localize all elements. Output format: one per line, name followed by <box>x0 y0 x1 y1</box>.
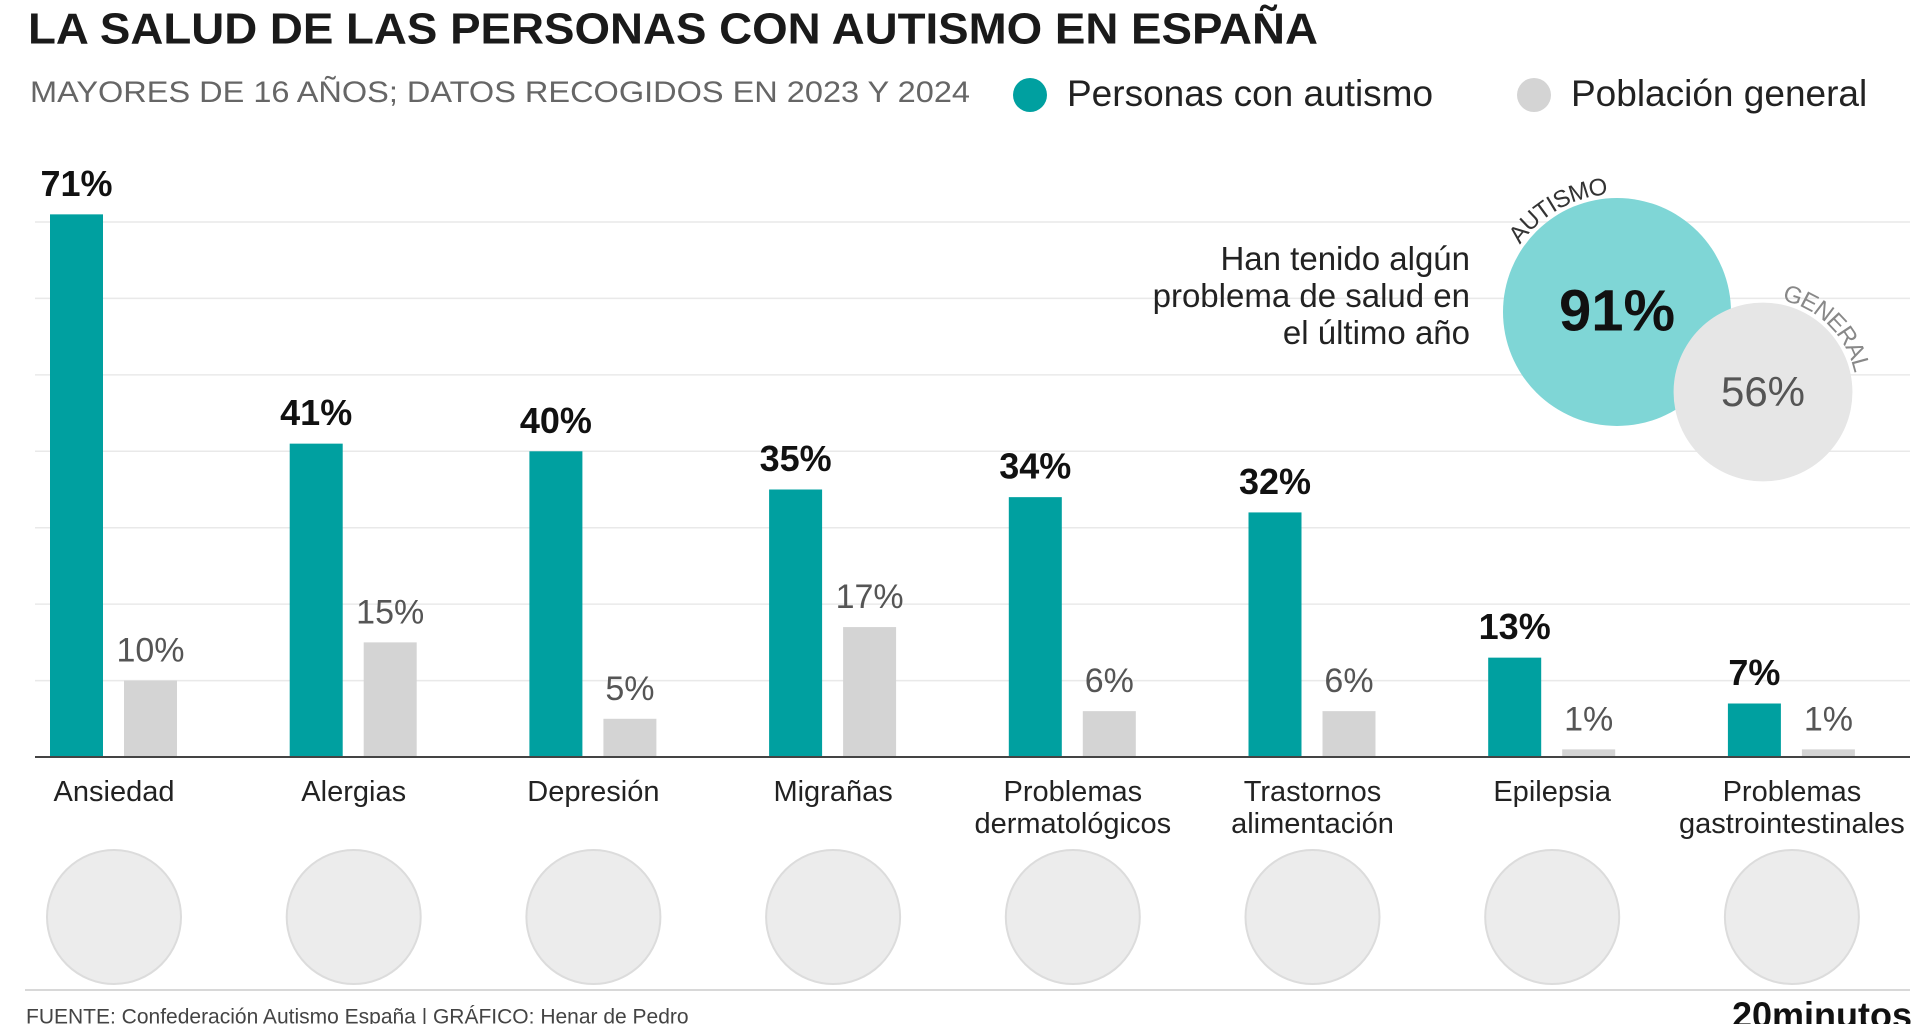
value-label-general: 1% <box>1564 700 1613 738</box>
bar <box>1322 711 1376 757</box>
x-tick-label: Trastornos alimentación <box>1231 776 1394 840</box>
bar <box>1727 703 1781 757</box>
chart-title: LA SALUD DE LAS PERSONAS CON AUTISMO EN … <box>28 4 1318 54</box>
photo <box>46 849 182 985</box>
inset-value-label: 56% <box>1721 368 1805 415</box>
x-tick-label: Problemas gastrointestinales <box>1679 776 1905 840</box>
value-label-general: 10% <box>116 632 184 670</box>
x-tick-label: Problemas dermatológicos <box>974 776 1172 840</box>
bar <box>124 680 177 757</box>
photo <box>1723 849 1860 985</box>
brand: 20minutos <box>1732 995 1912 1024</box>
legend-label: Población general <box>1571 73 1867 114</box>
photo <box>765 849 902 985</box>
inset-circle <box>1673 302 1853 482</box>
photo <box>525 849 662 985</box>
bar <box>289 443 343 757</box>
value-label-autism: 40% <box>520 400 592 441</box>
inset-value-label: 91% <box>1559 278 1675 343</box>
inset-circle <box>1503 198 1731 426</box>
bar <box>1488 657 1542 757</box>
value-label-general: 15% <box>356 593 424 631</box>
x-tick-label: Ansiedad <box>53 776 175 808</box>
legend-marker <box>1013 78 1047 112</box>
x-tick-label: Alergias <box>301 776 407 808</box>
bar <box>843 627 897 757</box>
value-label-autism: 71% <box>40 163 112 204</box>
source: FUENTE: Confederación Autismo España | G… <box>26 1006 689 1024</box>
value-label-autism: 7% <box>1728 652 1780 693</box>
bar <box>1008 497 1062 757</box>
value-label-autism: 34% <box>999 446 1071 487</box>
bar <box>769 489 823 757</box>
value-label-autism: 13% <box>1479 606 1551 647</box>
inset-text: Han tenido algún problema de salud en el… <box>1152 240 1470 351</box>
bar <box>1801 749 1855 757</box>
chart-subtitle: MAYORES DE 16 AÑOS; DATOS RECOGIDOS EN 2… <box>30 75 970 109</box>
x-tick-label: Migrañas <box>773 776 893 808</box>
bar <box>1248 512 1302 757</box>
bar <box>50 214 103 757</box>
bar <box>603 718 657 757</box>
bar <box>363 642 417 757</box>
bar <box>1562 749 1616 757</box>
x-tick-label: Depresión <box>527 776 660 808</box>
bar <box>529 451 583 757</box>
value-label-autism: 41% <box>280 392 352 433</box>
value-label-general: 1% <box>1804 700 1853 738</box>
legend-marker <box>1517 78 1551 112</box>
value-label-general: 6% <box>1324 662 1373 700</box>
legend-label: Personas con autismo <box>1067 73 1433 114</box>
photo <box>1244 849 1381 985</box>
value-label-general: 17% <box>836 578 904 616</box>
value-label-autism: 32% <box>1239 461 1311 502</box>
bar <box>1082 711 1136 757</box>
photo <box>1484 849 1621 985</box>
x-tick-label: Epilepsia <box>1493 776 1612 808</box>
value-label-autism: 35% <box>760 438 832 479</box>
photo <box>285 849 422 985</box>
value-label-general: 6% <box>1085 662 1134 700</box>
photo <box>1004 849 1141 985</box>
value-label-general: 5% <box>605 670 654 708</box>
